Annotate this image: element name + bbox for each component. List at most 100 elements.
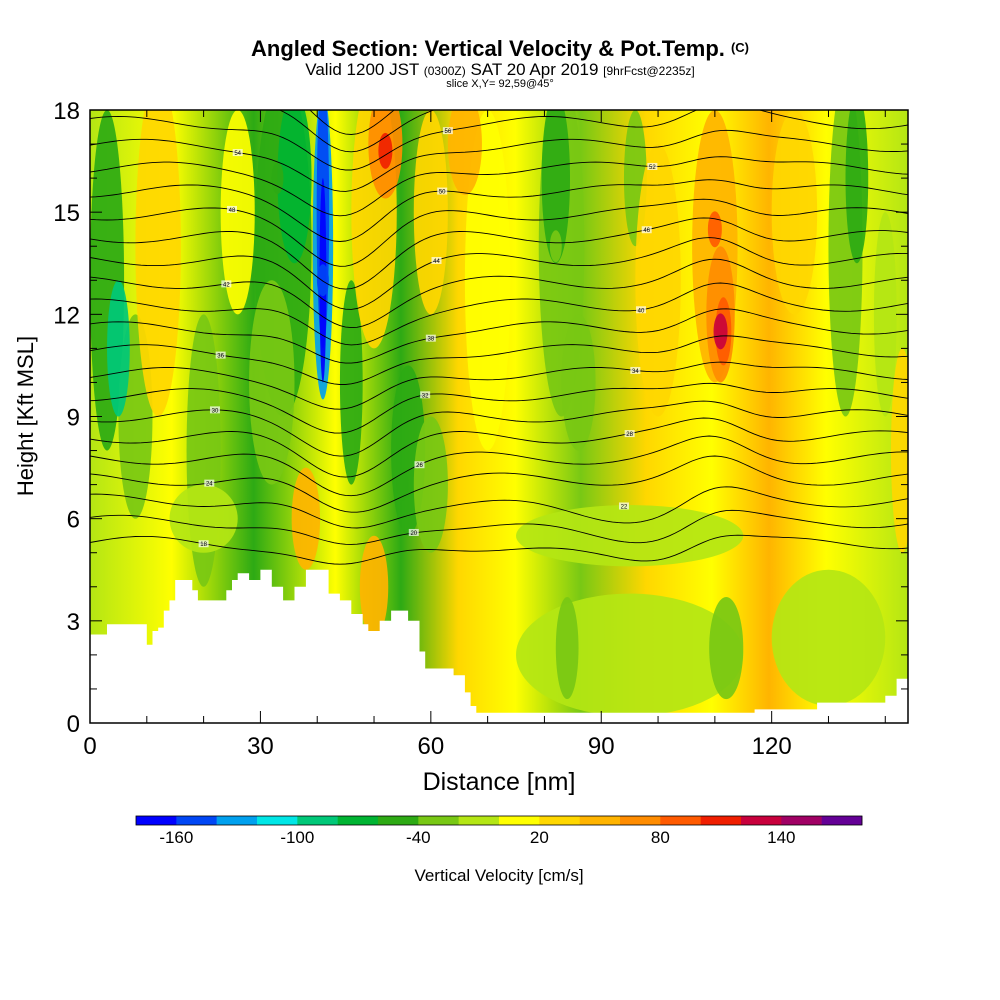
isentrope-line [90, 198, 908, 267]
downdraft-cell [271, 162, 284, 195]
isentrope-line [90, 435, 908, 497]
colorbar-frame [135, 815, 863, 826]
isentrope-label: 42 [223, 282, 230, 288]
x-tick-label: 30 [247, 733, 274, 760]
isentrope-label-bg [408, 528, 419, 536]
isentrope-label: 28 [626, 432, 633, 438]
isentrope-label: 60 [240, 76, 247, 82]
isentrope-label: 48 [229, 208, 236, 214]
colorbar-tick-label: -100 [280, 828, 314, 847]
isentrope-label: 50 [439, 190, 446, 196]
downdraft-cell [549, 230, 562, 263]
isentrope-label-bg [630, 366, 641, 374]
velocity-cell [339, 280, 363, 485]
velocity-cell [873, 212, 897, 417]
isentrope-label-bg [209, 406, 220, 414]
y-tick-label: 12 [53, 302, 80, 329]
colorbar-swatch [620, 816, 661, 825]
isentrope-label-bg [437, 187, 448, 195]
velocity-cell [771, 569, 886, 706]
isentrope-line [90, 282, 908, 346]
colorbar-swatch [418, 816, 459, 825]
isentrope-label-bg [647, 162, 658, 170]
isentrope-label-bg [204, 479, 215, 487]
isentrope-label: 58 [655, 99, 662, 105]
isentrope-label: 32 [422, 393, 429, 399]
isentrope-label: 18 [200, 542, 207, 548]
colorbar-tick-label: -40 [406, 828, 431, 847]
isentrope-line [90, 308, 908, 364]
colorbar-swatch [660, 816, 701, 825]
isentrope-line [90, 217, 908, 290]
isentrope-label-bg [232, 149, 243, 157]
colorbar-swatch [579, 816, 621, 825]
velocity-cell [291, 467, 321, 570]
plot-area: 18 20 22 24 26 28 30 32 34 36 38 40 42 44 46 48 50 52 54 56… [90, 74, 908, 723]
colorbar-tick-label: -160 [159, 828, 193, 847]
velocity-cell [359, 535, 389, 638]
x-axis: 0 30 60 90 120 [83, 110, 886, 760]
colorbar-swatch [458, 816, 500, 825]
velocity-cell [516, 505, 744, 567]
units-label: (C) [730, 40, 749, 55]
colorbar-swatch [539, 816, 580, 825]
valid-time: Valid 1200 JST (0300Z) SAT 20 Apr 2019 [… [305, 60, 695, 79]
velocity-cell [249, 280, 295, 485]
isentrope-label-bg [238, 74, 248, 81]
velocity-cell [413, 110, 448, 315]
colorbar-swatch [257, 816, 298, 825]
isentrope-line [90, 534, 908, 565]
velocity-cell [635, 144, 681, 417]
isentrope-label: 44 [433, 259, 440, 265]
velocity-cell [709, 596, 744, 700]
colorbar-swatch [297, 816, 338, 825]
x-tick-label: 0 [83, 733, 96, 760]
velocity-cell [447, 110, 482, 196]
velocity-cell [107, 280, 130, 417]
isentrope-label: 20 [410, 531, 417, 537]
isentrope-label-bg [221, 280, 232, 288]
isentrope-label-bg [641, 226, 652, 234]
colorbar: -160 -100 -40 20 80 140 [135, 815, 863, 847]
isentrope-label: 38 [427, 337, 434, 343]
isentrope-label-bg [227, 205, 238, 213]
velocity-cell [555, 596, 579, 700]
isentrope-label: 22 [621, 504, 628, 510]
colorbar-swatch [378, 816, 419, 825]
isentrope-label-bg [624, 430, 635, 438]
terrain-mask [90, 569, 908, 723]
isentrope-line [90, 400, 908, 457]
colorbar-swatch [337, 816, 379, 825]
isentrope-label-bg [414, 461, 425, 469]
isentrope-label: 30 [212, 408, 219, 414]
isentrope-label: 40 [638, 308, 645, 314]
velocity-cell [561, 314, 596, 451]
downdraft-cell [396, 468, 409, 501]
colorbar-label: Vertical Velocity [cm/s] [414, 866, 583, 885]
isentrope-line [90, 509, 908, 545]
isentrope-label-bg [618, 502, 629, 510]
colorbar-swatch [781, 816, 822, 825]
colorbar-tick-label: 140 [767, 828, 795, 847]
velocity-cell [220, 110, 255, 315]
isentrope-label: 34 [632, 369, 639, 375]
y-tick-label: 0 [67, 711, 80, 738]
colorbar-swatch [136, 816, 177, 825]
updraft-cell [378, 132, 393, 169]
isentrope-line [90, 129, 908, 192]
isentrope-label-bg [198, 540, 209, 548]
isentrope-label: 24 [206, 482, 213, 488]
isentrope-line [90, 156, 908, 217]
colorbar-tick-label: 80 [651, 828, 670, 847]
updraft-cell [713, 313, 728, 350]
isentrope-line [90, 417, 908, 478]
colorbar-swatch [216, 816, 258, 825]
y-tick-label: 15 [53, 200, 80, 227]
isentrope-label-bg [431, 256, 442, 264]
y-tick-label: 9 [67, 405, 80, 432]
isentrope-label: 26 [416, 463, 423, 469]
isentrope-line [90, 335, 908, 385]
velocity-cell [845, 110, 869, 264]
